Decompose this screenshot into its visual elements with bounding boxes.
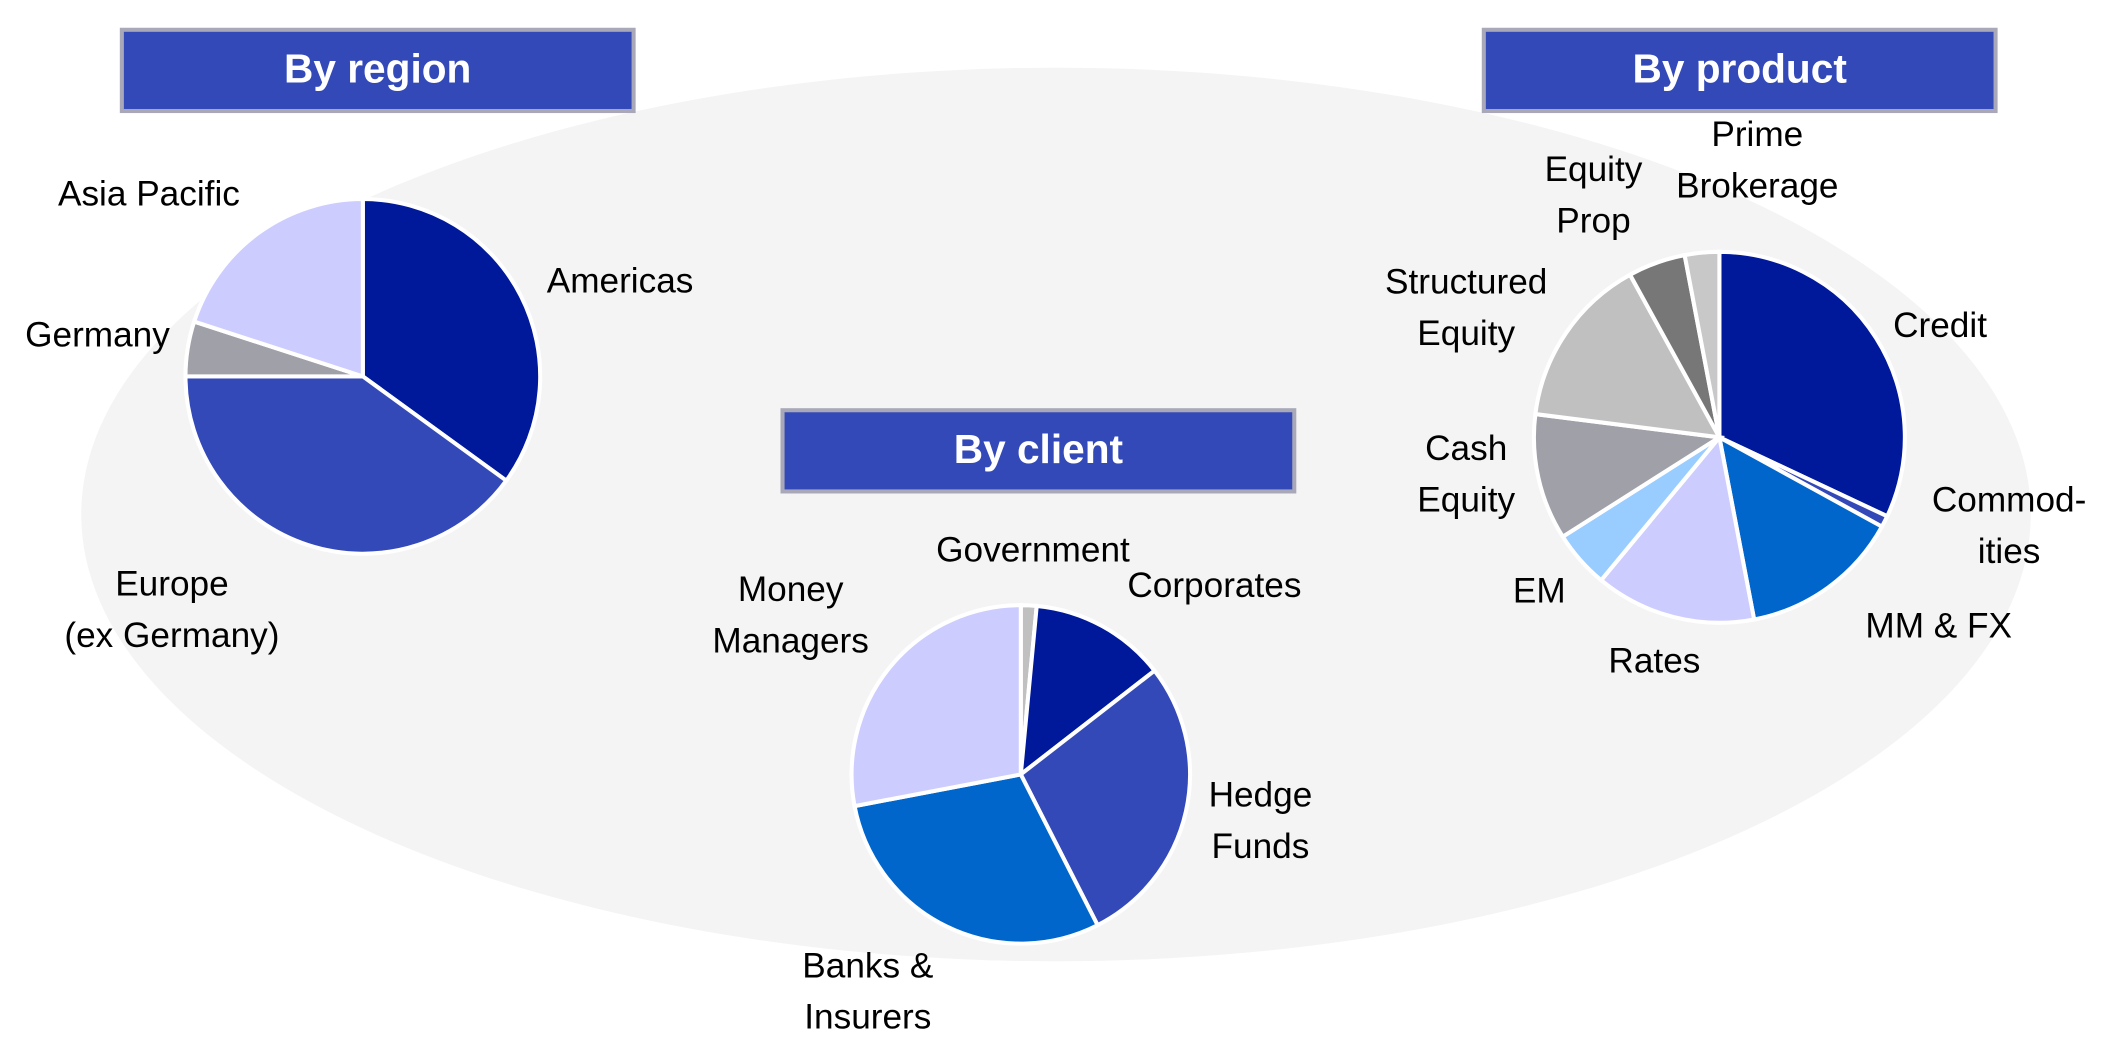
slice-label: Banks &	[802, 946, 933, 985]
slice-label: Managers	[712, 621, 868, 660]
slice-label: Credit	[1893, 306, 1987, 345]
slice-label: Rates	[1608, 642, 1700, 681]
slice-label: Equity	[1545, 150, 1643, 189]
slice-label: Prime	[1711, 115, 1803, 154]
slice-label: Cash	[1425, 429, 1507, 468]
slice-label: Insurers	[804, 998, 931, 1033]
chart-title: By product	[1633, 45, 1848, 91]
slice-label: Hedge	[1209, 776, 1313, 815]
page: By region Americas Europe (ex Germany) Germa…	[0, 0, 2112, 1033]
slice-label: Commod-	[1932, 481, 2086, 520]
slice-label: Brokerage	[1676, 166, 1838, 205]
slice-label: (ex Germany)	[64, 616, 279, 655]
slice-label: Structured	[1385, 263, 1547, 302]
slice-label: Asia Pacific	[58, 175, 240, 214]
slice-label: Equity	[1417, 314, 1515, 353]
chart-title: By client	[954, 426, 1124, 472]
slice-label: Europe	[115, 565, 228, 604]
slice-label: Equity	[1417, 481, 1515, 520]
slice-label: Germany	[25, 315, 170, 354]
slice-label: Government	[936, 531, 1130, 570]
slice-label: MM & FX	[1865, 606, 2012, 645]
slice-label: Corporates	[1127, 566, 1301, 605]
slice-label: Americas	[547, 261, 694, 300]
slice-label: Funds	[1212, 827, 1310, 866]
slice-label: EM	[1513, 571, 1566, 610]
slice-label: Prop	[1556, 202, 1630, 241]
slice-label: Money	[738, 570, 844, 609]
chart-title: By region	[284, 45, 471, 91]
slice-label: ities	[1978, 532, 2041, 571]
